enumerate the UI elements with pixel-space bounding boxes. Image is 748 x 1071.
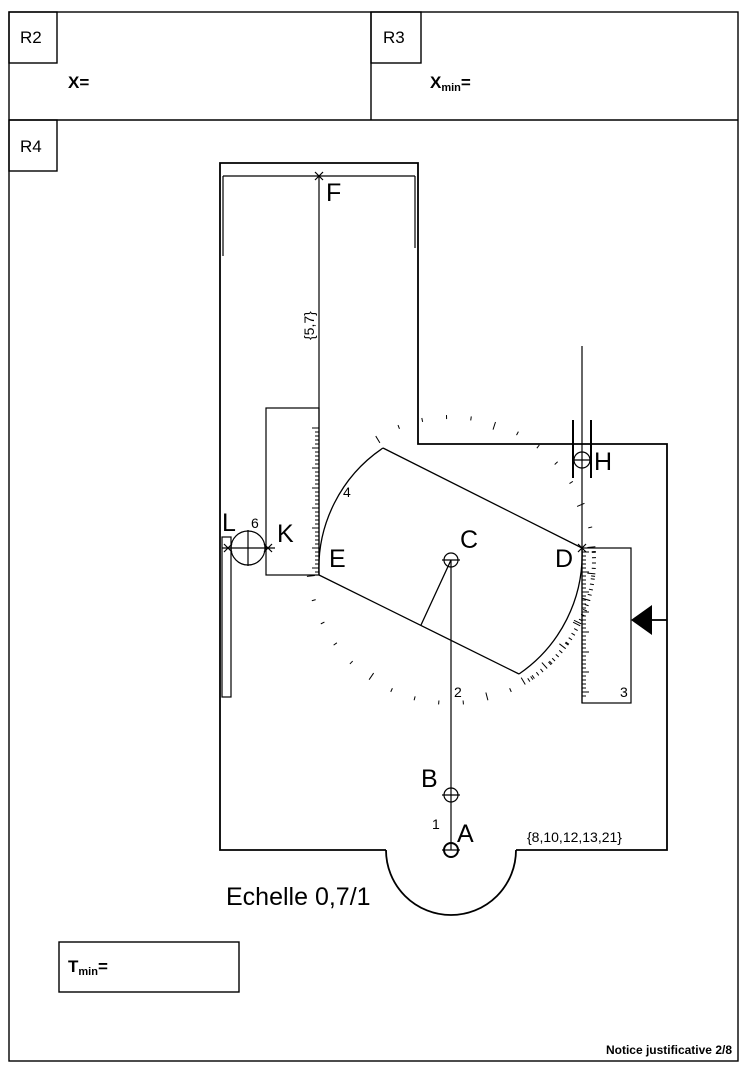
l-circle [230, 530, 266, 566]
scale-tick [582, 597, 591, 602]
scale-tick [306, 574, 315, 577]
fe-set-label: {5,7} [301, 311, 317, 340]
scale-tick [541, 662, 548, 669]
scale-tick [540, 668, 544, 673]
scale-tick [554, 461, 558, 465]
scale-tick [531, 675, 535, 679]
r4-tag: R4 [20, 137, 42, 156]
scale-label: Echelle 0,7/1 [226, 883, 371, 911]
base-arc [385, 849, 517, 916]
scale-tick [551, 657, 556, 662]
base-set-label: {8,10,12,13,21} [527, 829, 622, 845]
point-f-label: F [326, 179, 341, 207]
scale-tick [535, 671, 540, 676]
scale-tick [509, 688, 512, 693]
scale-tick [573, 628, 578, 632]
scale-tick [516, 431, 519, 436]
point-a-label: A [457, 820, 474, 848]
scale-tick [569, 480, 574, 484]
scale-tick [349, 660, 354, 665]
link-6-label: 6 [251, 515, 259, 531]
scale-tick [527, 678, 531, 682]
rotated-body [318, 447, 583, 675]
point-k-label: K [277, 520, 294, 548]
e-ruler-plate [265, 407, 320, 576]
r3-tag-box [370, 11, 422, 64]
scale-tick [576, 502, 585, 507]
scale-tick [588, 588, 593, 591]
scale-tick [588, 526, 593, 529]
link-2-label: 2 [454, 684, 462, 700]
scale-tick [584, 603, 589, 607]
scale-tick [587, 593, 592, 596]
scale-tick [485, 692, 489, 701]
point-d-label: D [555, 545, 573, 573]
d-ruler-plate [581, 547, 632, 704]
r2-x-answer: X= [68, 73, 89, 92]
force-arrow-icon [631, 605, 652, 635]
page-frame [8, 11, 739, 1062]
c-radius [420, 559, 452, 626]
scale-tick [587, 546, 596, 549]
scale-tick [559, 643, 567, 650]
r2-tag-box [8, 11, 58, 64]
arc-scale-ticks [306, 415, 596, 705]
scale-tick [375, 435, 381, 444]
scale-tick [548, 661, 552, 666]
point-e-label: E [329, 545, 346, 573]
scale-tick [492, 421, 496, 430]
scale-tick [333, 642, 338, 646]
link-4-label: 4 [343, 484, 351, 500]
r3-tag: R3 [383, 28, 405, 47]
scale-tick [558, 649, 563, 654]
point-l-label: L [222, 509, 236, 537]
scale-tick [582, 608, 587, 612]
point-h-label: H [594, 448, 612, 476]
scale-tick [397, 424, 400, 429]
scale-tick [555, 653, 560, 658]
scale-tick [368, 672, 375, 680]
scale-tick [548, 660, 553, 665]
scale-tick [470, 416, 472, 421]
t-min-answer: Tmin= [68, 957, 108, 978]
point-b-label: B [421, 765, 438, 793]
scale-tick [320, 621, 325, 625]
scale-tick [390, 688, 393, 693]
part-outline [219, 162, 668, 916]
scale-tick [536, 444, 540, 449]
point-c-label: C [460, 526, 478, 554]
scale-tick [571, 632, 576, 636]
scale-tick [568, 637, 573, 641]
scale-tick [587, 572, 596, 575]
scale-tick [590, 578, 595, 580]
d-ruler-ticks [582, 551, 589, 697]
e-ruler-ticks [312, 427, 319, 573]
scale-tick [311, 599, 316, 602]
r2-tag: R2 [20, 28, 42, 47]
abc-axis [442, 552, 460, 858]
link-1-label: 1 [432, 816, 440, 832]
footer-note: Notice justificative 2/8 [606, 1043, 732, 1057]
scale-tick [572, 621, 581, 627]
left-plate [221, 536, 232, 698]
scale-tick [413, 696, 416, 701]
scale-tick [565, 641, 570, 645]
scale-tick [573, 619, 582, 625]
scale-tick [530, 676, 534, 680]
scale-tick [520, 677, 526, 685]
scale-tick [421, 417, 424, 422]
r3-xmin-answer: Xmin= [430, 73, 471, 94]
scale-tick [564, 642, 569, 646]
t-min-box [58, 941, 240, 993]
link-3-label: 3 [620, 684, 628, 700]
scale-tick [589, 583, 594, 586]
r4-tag-box [8, 119, 58, 172]
right-assembly [572, 346, 667, 704]
